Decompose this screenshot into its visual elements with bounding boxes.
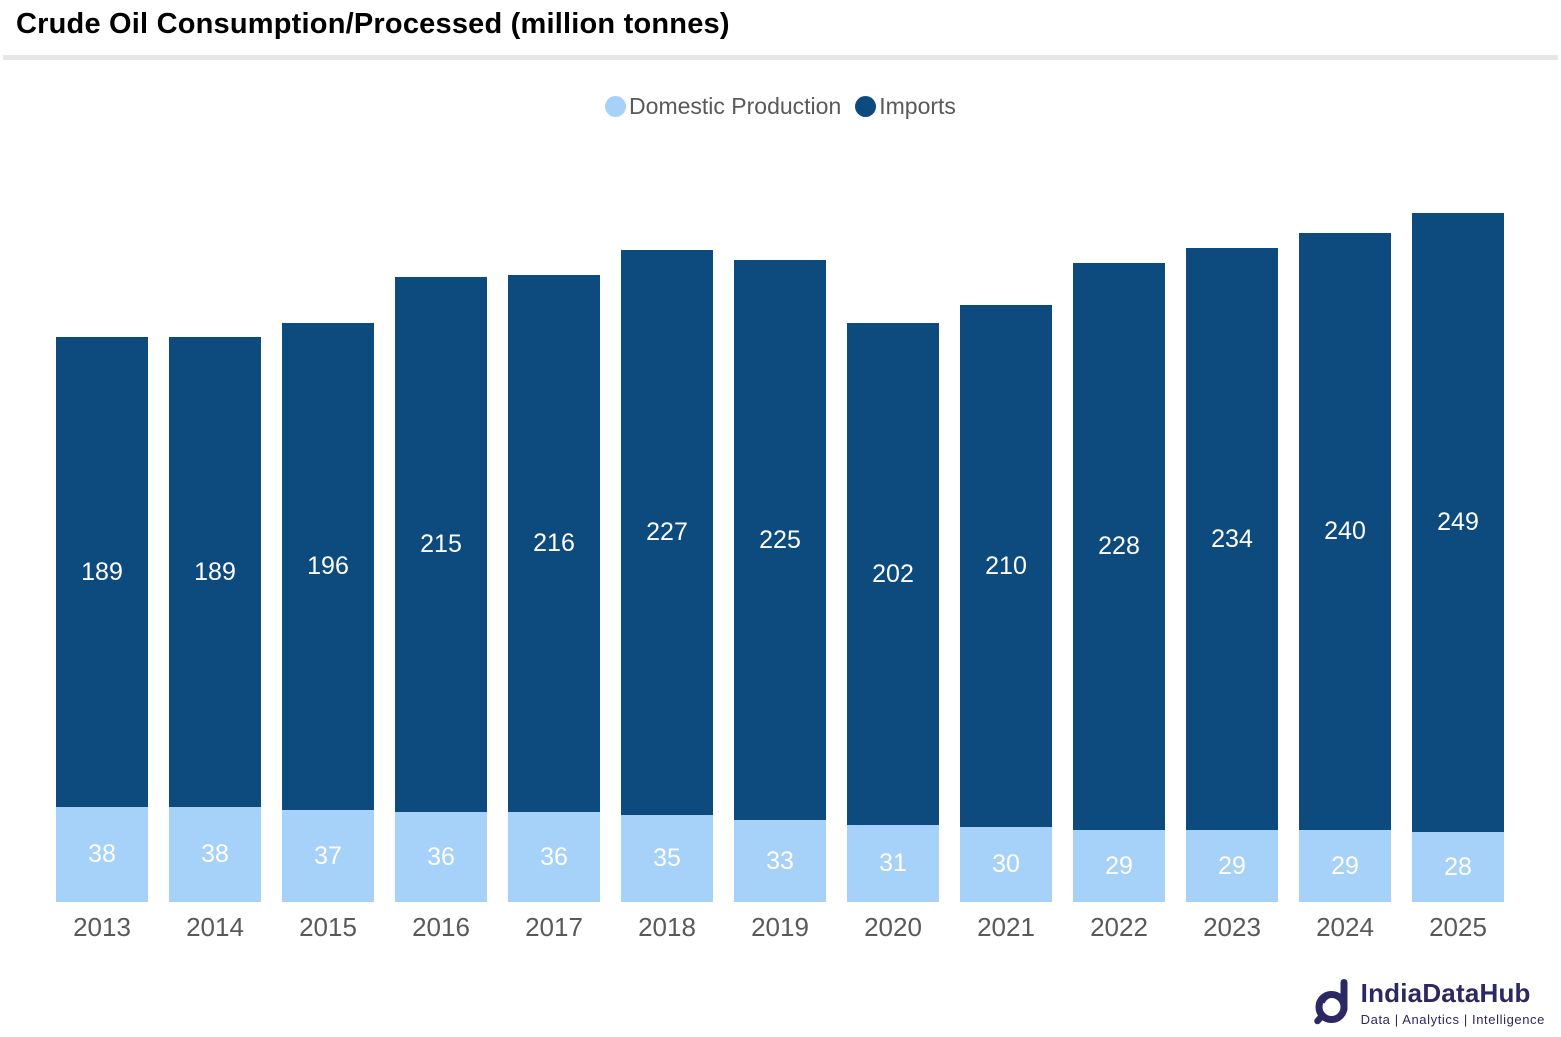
legend-label: Imports: [879, 93, 956, 119]
imports-value-label: 216: [533, 529, 575, 557]
domestic-value-label: 38: [201, 840, 229, 868]
imports-segment[interactable]: 228: [1073, 263, 1165, 830]
imports-value-label: 225: [759, 525, 801, 554]
domestic-value-label: 38: [88, 840, 116, 868]
bar-column-2019: 225 33: [734, 260, 826, 902]
imports-value-label: 215: [420, 530, 462, 558]
domestic-production-segment[interactable]: 28: [1412, 832, 1504, 902]
year-label: 2013: [73, 912, 131, 942]
bar-chart: 189 38 189 38 196 37 215 36 216 36 227 35 225 33 202 31…: [56, 0, 1504, 902]
bar-column-2017: 216 36: [508, 275, 600, 902]
bar-column-2016: 215 36: [395, 277, 487, 902]
domestic-production-segment[interactable]: 29: [1186, 830, 1278, 902]
domestic-value-label: 30: [992, 850, 1020, 878]
domestic-production-segment[interactable]: 29: [1299, 830, 1391, 902]
domestic-value-label: 31: [879, 849, 907, 877]
bar-column-2021: 210 30: [960, 305, 1052, 902]
imports-value-label: 189: [194, 557, 236, 586]
year-label: 2015: [299, 912, 357, 942]
imports-value-label: 210: [985, 551, 1027, 580]
domestic-production-segment[interactable]: 36: [395, 812, 487, 902]
bar-column-2023: 234 29: [1186, 248, 1278, 902]
domestic-value-label: 29: [1105, 851, 1133, 880]
bar-column-2018: 227 35: [621, 250, 713, 902]
domestic-value-label: 28: [1444, 852, 1472, 881]
imports-value-label: 234: [1211, 524, 1253, 553]
year-label: 2019: [751, 912, 809, 942]
imports-segment[interactable]: 227: [621, 250, 713, 815]
year-label: 2018: [638, 912, 696, 942]
legend-item-imports[interactable]: Imports: [855, 93, 956, 120]
year-label: 2014: [186, 912, 244, 942]
domestic-production-segment[interactable]: 29: [1073, 830, 1165, 902]
imports-segment[interactable]: 225: [734, 260, 826, 820]
domestic-production-segment[interactable]: 37: [282, 810, 374, 902]
domestic-value-label: 29: [1218, 851, 1246, 880]
bar-column-2014: 189 38: [169, 337, 261, 902]
x-axis-labels: 2013 2014 2015 2016 2017 2018 2019 2020 2021 2022…: [56, 912, 1504, 943]
indiadatahub-logo: IndiaDataHub Data | Analytics | Intellig…: [1313, 978, 1545, 1027]
bar-column-2025: 249 28: [1412, 213, 1504, 902]
domestic-value-label: 29: [1331, 851, 1359, 880]
domestic-production-segment[interactable]: 31: [847, 825, 939, 902]
imports-value-label: 196: [307, 552, 349, 580]
year-label: 2025: [1429, 912, 1487, 942]
imports-value-label: 189: [81, 557, 123, 586]
imports-segment[interactable]: 215: [395, 277, 487, 812]
bar-column-2022: 228 29: [1073, 263, 1165, 902]
domestic-production-segment[interactable]: 30: [960, 827, 1052, 902]
domestic-production-segment[interactable]: 36: [508, 812, 600, 902]
domestic-production-segment[interactable]: 35: [621, 815, 713, 902]
imports-value-label: 240: [1324, 517, 1366, 545]
legend-label: Domestic Production: [629, 93, 842, 119]
imports-segment[interactable]: 234: [1186, 248, 1278, 830]
imports-segment[interactable]: 202: [847, 323, 939, 825]
bar-column-2024: 240 29: [1299, 233, 1391, 902]
domestic-value-label: 36: [427, 842, 455, 871]
magnifier-d-icon: [1313, 979, 1348, 1025]
logo-text-block: IndiaDataHub Data | Analytics | Intellig…: [1361, 978, 1545, 1027]
legend: Domestic Production Imports: [0, 93, 1561, 120]
imports-segment[interactable]: 249: [1412, 213, 1504, 832]
imports-value-label: 202: [872, 559, 914, 588]
imports-segment[interactable]: 240: [1299, 233, 1391, 830]
domestic-value-label: 36: [540, 842, 568, 871]
bar-column-2020: 202 31: [847, 323, 939, 902]
imports-value-label: 249: [1437, 508, 1479, 536]
domestic-value-label: 35: [653, 844, 681, 872]
domestic-production-segment[interactable]: 33: [734, 820, 826, 902]
logo-name: IndiaDataHub: [1360, 978, 1531, 1008]
year-label: 2016: [412, 912, 470, 942]
imports-value-label: 227: [646, 518, 688, 546]
domestic-value-label: 37: [314, 841, 342, 870]
domestic-value-label: 33: [766, 846, 794, 875]
year-label: 2023: [1203, 912, 1261, 942]
legend-dot-icon: [855, 96, 877, 117]
year-label: 2024: [1316, 912, 1374, 942]
year-label: 2021: [977, 912, 1035, 942]
bar-column-2015: 196 37: [282, 323, 374, 902]
bar-column-2013: 189 38: [56, 337, 148, 902]
title-divider: [3, 55, 1558, 60]
logo-tagline: Data | Analytics | Intelligence: [1360, 1012, 1545, 1027]
chart-title: Crude Oil Consumption/Processed (million…: [16, 8, 730, 40]
imports-segment[interactable]: 189: [169, 337, 261, 807]
domestic-production-segment[interactable]: 38: [56, 807, 148, 902]
imports-segment[interactable]: 189: [56, 337, 148, 807]
year-label: 2020: [864, 912, 922, 942]
year-label: 2017: [525, 912, 583, 942]
imports-value-label: 228: [1098, 532, 1140, 560]
domestic-production-segment[interactable]: 38: [169, 807, 261, 902]
imports-segment[interactable]: 210: [960, 305, 1052, 827]
legend-item-domestic-production[interactable]: Domestic Production: [605, 93, 841, 120]
year-label: 2022: [1090, 912, 1148, 942]
imports-segment[interactable]: 216: [508, 275, 600, 812]
imports-segment[interactable]: 196: [282, 323, 374, 810]
legend-dot-icon: [605, 96, 627, 117]
